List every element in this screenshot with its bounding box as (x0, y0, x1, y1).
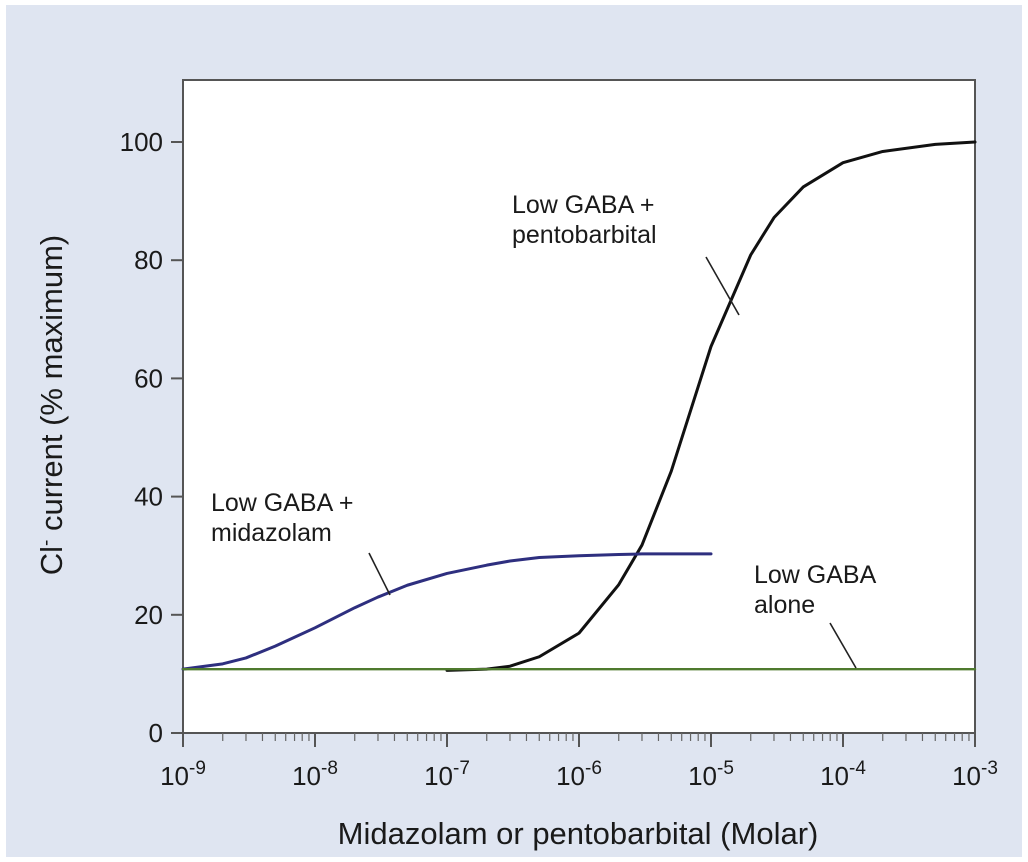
series-label-2: Low GABA (754, 561, 877, 589)
series-line-0 (445, 140, 977, 672)
y-tick-label: 60 (134, 363, 163, 393)
leader-line-1 (368, 552, 391, 596)
leader-line-2 (829, 622, 857, 669)
series-label-1: midazolam (211, 519, 332, 547)
y-tick-label: 100 (120, 127, 163, 157)
series-label-1: Low GABA + (211, 489, 353, 517)
leader-line-0 (705, 256, 740, 316)
x-tick-label: 10-8 (292, 758, 338, 791)
x-tick-label: 10-5 (688, 758, 734, 791)
y-tick-label: 80 (134, 245, 163, 275)
plot-area (182, 79, 976, 734)
series-label-0: Low GABA + (512, 191, 654, 219)
x-tick-label: 10-7 (424, 758, 470, 791)
x-axis-label: Midazolam or pentobarbital (Molar) (338, 816, 819, 851)
y-axis-label: Cl- current (% maximum) (34, 235, 69, 575)
chart-figure: 10-9 10-8 10-7 10-6 10-5 10-4 10-3 0 20 40 60 80 100… (6, 5, 1022, 857)
x-tick-label: 10-3 (952, 758, 998, 791)
x-tick-label: 10-9 (160, 758, 206, 791)
x-tick-label: 10-6 (556, 758, 602, 791)
y-tick-label: 0 (149, 718, 163, 748)
series-label-0: pentobarbital (512, 221, 657, 249)
y-tick-label: 40 (134, 482, 163, 512)
x-tick-label: 10-4 (820, 758, 866, 791)
line-chart: 10-9 10-8 10-7 10-6 10-5 10-4 10-3 0 20 40 60 80 100… (34, 79, 998, 851)
series-label-2: alone (754, 591, 815, 619)
series-line-1 (181, 552, 713, 671)
y-tick-label: 20 (134, 600, 163, 630)
